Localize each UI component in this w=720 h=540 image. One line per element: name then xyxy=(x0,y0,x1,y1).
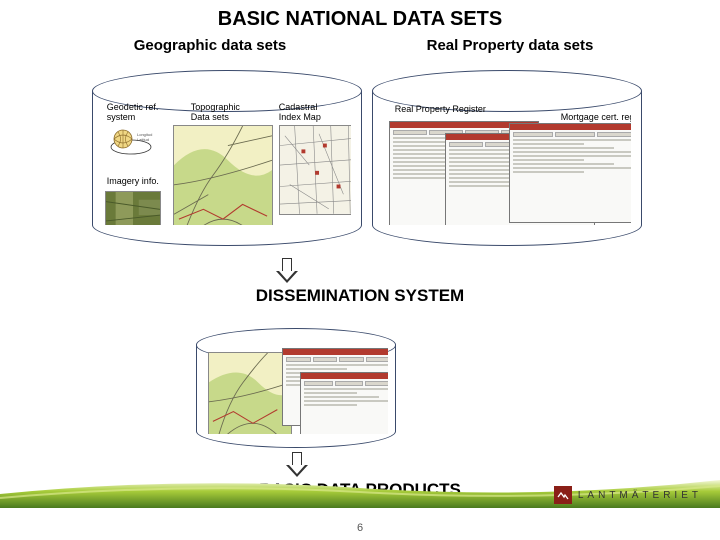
label-real-property-register: Real Property Register xyxy=(395,105,486,114)
diss-screenshot-2 xyxy=(300,372,388,433)
arrow-down-icon xyxy=(276,258,298,284)
label-mortgage-cert: Mortgage cert. reg xyxy=(561,113,631,122)
label-cadastral: Cadastral Index Map xyxy=(279,103,321,122)
mortgage-screenshot xyxy=(509,123,631,223)
label-geodetic: Geodetic ref. system xyxy=(107,103,159,122)
subtitle-real-property: Real Property data sets xyxy=(380,37,640,54)
page-number: 6 xyxy=(0,522,720,534)
logo-text: LANTMÄTERIET xyxy=(578,490,702,501)
diss-map-thumb xyxy=(208,352,292,433)
cylinder-dissemination xyxy=(196,328,396,448)
cadastral-map-thumb xyxy=(279,125,351,215)
cylinder-real-property: Real Property Register Mortgage cert. re… xyxy=(372,70,642,246)
imagery-aerial-thumb xyxy=(105,191,161,225)
dissemination-label: DISSEMINATION SYSTEM xyxy=(0,286,720,306)
page-title: BASIC NATIONAL DATA SETS xyxy=(0,0,720,31)
label-topographic: Topographic Data sets xyxy=(191,103,240,122)
cylinder-prop-content: Real Property Register Mortgage cert. re… xyxy=(383,91,631,225)
topographic-map-thumb xyxy=(173,125,273,225)
cylinder-geo-content: Geodetic ref. system Topographic Data se… xyxy=(103,91,351,225)
label-imagery: Imagery info. xyxy=(107,177,159,186)
subtitle-geographic: Geographic data sets xyxy=(80,37,340,54)
subtitle-row: Geographic data sets Real Property data … xyxy=(0,37,720,54)
logo-icon xyxy=(554,486,572,504)
lantmateriet-logo: LANTMÄTERIET xyxy=(554,486,702,504)
cylinder-diss-content xyxy=(204,342,388,433)
geodetic-globe-icon: Longitud Latitud xyxy=(109,127,153,157)
cylinder-geographic: Geodetic ref. system Topographic Data se… xyxy=(92,70,362,246)
svg-text:Latitud: Latitud xyxy=(137,137,149,142)
